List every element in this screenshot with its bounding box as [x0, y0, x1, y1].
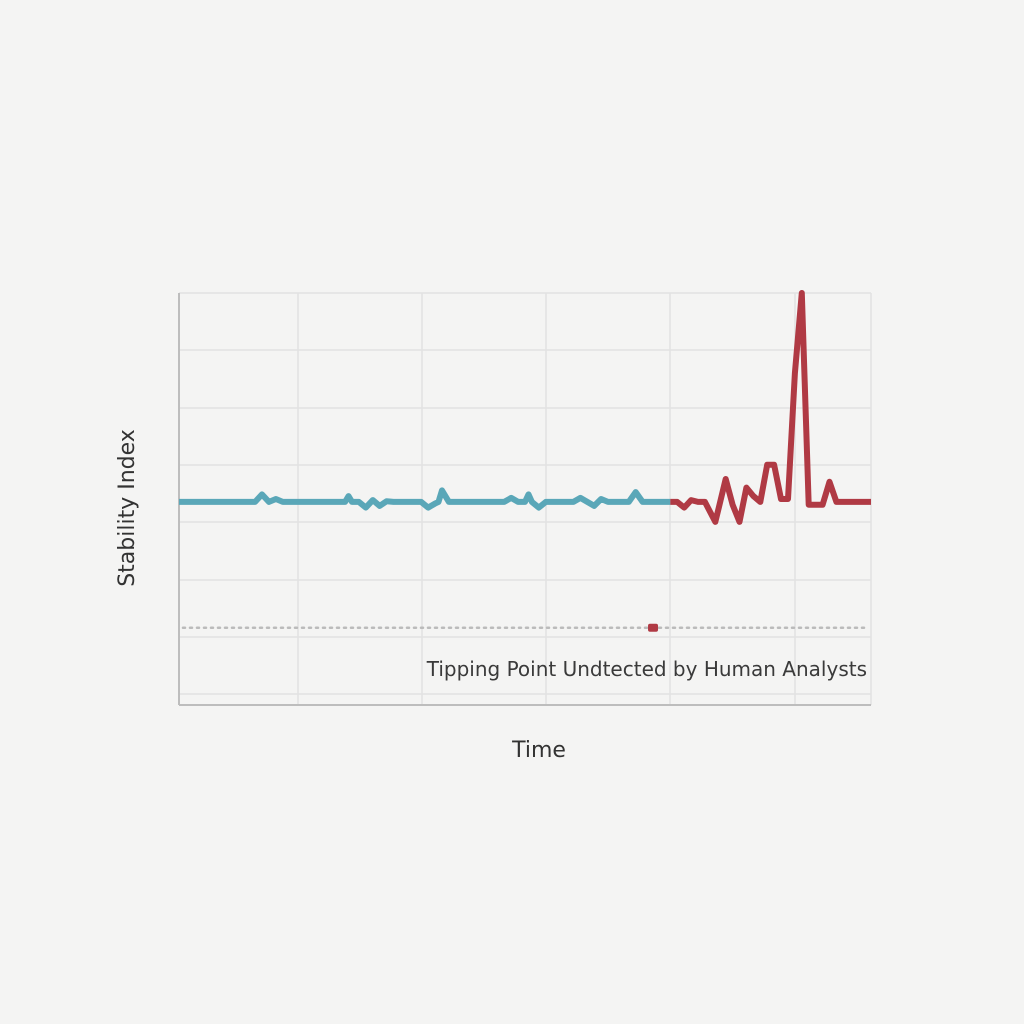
y-axis-label: Stability Index [115, 429, 140, 587]
tipping-point-annotation-label: Tipping Point Undtected by Human Analyst… [426, 657, 867, 681]
x-axis-label: Time [511, 738, 566, 763]
series-line-stable [179, 487, 671, 511]
series-line-volatile [670, 290, 871, 525]
series-lines [179, 290, 871, 525]
tipping-point-marker [648, 623, 659, 632]
threshold-annotation [181, 623, 871, 632]
